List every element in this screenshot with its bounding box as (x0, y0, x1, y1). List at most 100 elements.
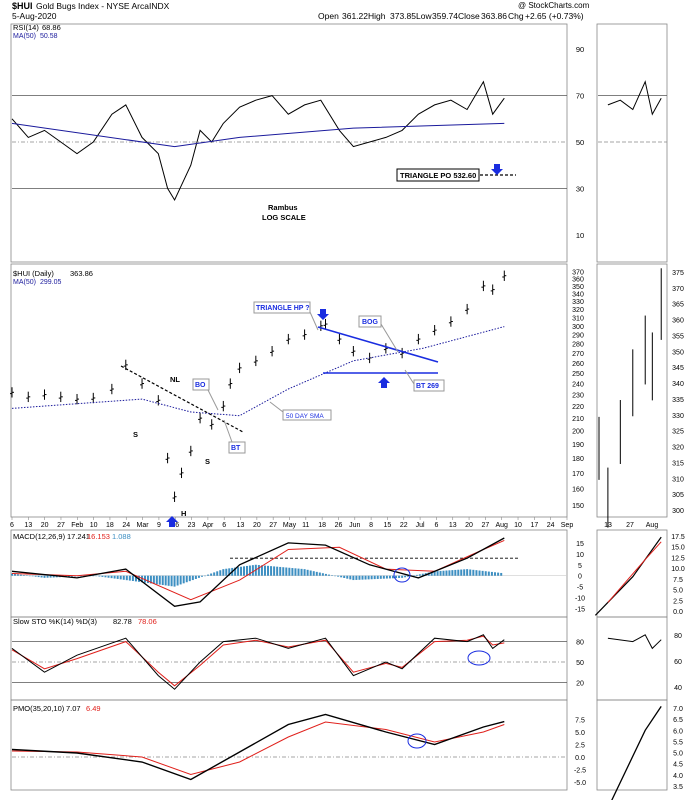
macd-histogram-bar (19, 574, 22, 576)
macd-histogram-bar (70, 575, 73, 577)
macd-histogram-bar (210, 573, 213, 576)
macd-histogram-bar (407, 575, 410, 577)
macd-histogram-bar (95, 575, 98, 577)
bt-pointer (223, 419, 233, 443)
bt-label: BT (231, 445, 241, 452)
macd-histogram-bar (257, 565, 260, 576)
macd-histogram-bar (122, 575, 125, 580)
bo-label: BO (195, 382, 206, 389)
macd-histogram-bar (131, 575, 134, 582)
macd-legend-signal: 16.153 (87, 532, 110, 541)
macd-histogram-bar (415, 574, 418, 576)
macd-legend: MACD(12,26,9) 17.241 16.153 1.088 (13, 532, 131, 541)
macd-histogram-bar (361, 575, 364, 580)
header-credit: @ StockCharts.com (518, 1, 590, 10)
rsi-tick-label: 70 (576, 92, 584, 101)
date-axis: 6 13 20 27 Feb 10 18 24 Mar 9 16 23 Apr 6 13 20 27 May 11 1… (10, 517, 658, 529)
neckline (120, 365, 244, 433)
macd-histogram-bar (490, 571, 493, 576)
weekly-macd-tick: 15.0 (671, 545, 685, 552)
macd-histogram-bar (382, 575, 385, 579)
macd-histogram-bar (279, 566, 282, 576)
macd-histogram-bar (306, 569, 309, 576)
weekly-price-tick: 315 (672, 460, 684, 467)
pmo-cross-circle (407, 733, 427, 749)
triangle-hp-arrow-icon (317, 309, 329, 320)
price-tick-label: 370 (572, 269, 584, 276)
macd-histogram-bar (22, 575, 25, 576)
macd-histogram-bar (288, 567, 291, 576)
macd-histogram-bar (25, 575, 28, 576)
weekly-date-label: Aug (646, 522, 659, 529)
macd-histogram-bar (481, 570, 484, 576)
macd-histogram-bar (358, 575, 361, 580)
rsi-line (11, 80, 505, 202)
price-tick-label: 280 (572, 342, 584, 349)
macd-histogram-bar (185, 575, 188, 583)
weekly-date-label: 27 (626, 522, 634, 529)
weekly-macd-tick: 2.5 (673, 598, 683, 605)
date-label: 23 (188, 522, 196, 529)
date-label: Apr (202, 522, 214, 529)
macd-histogram-bar (324, 573, 327, 576)
bog-label: BOG (362, 319, 379, 326)
price-tick-label: 220 (572, 404, 584, 411)
macd-histogram-bar (294, 568, 297, 576)
weekly-price-tick: 370 (672, 286, 684, 293)
weekly-price-tick: 360 (672, 318, 684, 325)
macd-histogram-bar (469, 569, 472, 576)
price-tick-label: 170 (572, 471, 584, 478)
weekly-price-tick: 375 (672, 270, 684, 277)
macd-histogram-bar (237, 567, 240, 576)
header-open: 361.22 (342, 11, 368, 21)
price-tick-label: 230 (572, 393, 584, 400)
weekly-macd-signal (607, 541, 662, 603)
triangle-top-line (317, 326, 439, 363)
date-label: 10 (514, 522, 522, 529)
date-label: 10 (90, 522, 98, 529)
pmo-legend-pmo: 7.07 (66, 704, 81, 713)
date-label: 22 (400, 522, 408, 529)
macd-histogram-bar (421, 573, 424, 576)
macd-histogram-bar (355, 575, 358, 580)
macd-histogram-bar (80, 575, 83, 577)
triangle-hp-label: TRIANGLE HP ? (256, 305, 310, 312)
macd-histogram-bar (303, 569, 306, 576)
macd-tick-label: 5 (578, 563, 582, 570)
date-label: 27 (481, 522, 489, 529)
macd-histogram-bar (228, 568, 231, 576)
bt-269-arrow-icon (378, 377, 390, 388)
macd-histogram-bar (376, 575, 379, 579)
header-name: Gold Bugs Index - NYSE Arca (36, 1, 149, 11)
bt-269-box (413, 379, 445, 392)
weekly-pmo-tick: 5.0 (673, 751, 683, 758)
macd-histogram-bar (418, 574, 421, 576)
weekly-price-tick: 325 (672, 429, 684, 436)
weekly-pmo-tick: 5.5 (673, 739, 683, 746)
date-label: 17 (530, 522, 538, 529)
macd-histogram-bar (500, 572, 503, 576)
sto-legend-d: 78.06 (138, 617, 157, 626)
macd-histogram-bar (379, 575, 382, 579)
price-tick-label: 240 (572, 382, 584, 389)
macd-histogram-bar (291, 568, 294, 576)
weekly-macd-tick: 17.5 (671, 534, 685, 541)
weekly-price-tick: 330 (672, 413, 684, 420)
annotations: TRIANGLE PO 532.60 Rambus LOG SCALE TRIA… (120, 164, 516, 749)
macd-histogram-bar (445, 570, 448, 576)
weekly-panel-frame (596, 23, 668, 263)
macd-histogram-bar (113, 575, 116, 579)
nl-label: NL (170, 375, 180, 384)
sto-legend: Slow STO %K(14) %D(3) 82.78 78.06 (13, 617, 157, 626)
panel-frame (10, 699, 568, 791)
macd-histogram-bar (207, 574, 210, 576)
macd-histogram-bar (164, 575, 167, 586)
sto-d-line (11, 635, 505, 687)
macd-histogram-bar (343, 575, 346, 579)
rsi-tick-label: 10 (576, 231, 584, 240)
price-tick-label: 290 (572, 333, 584, 340)
bt-269-label: BT 269 (416, 383, 439, 390)
pmo-tick-label: 0.0 (575, 755, 585, 762)
triangle-po-label: TRIANGLE PO 532.60 (400, 171, 476, 180)
